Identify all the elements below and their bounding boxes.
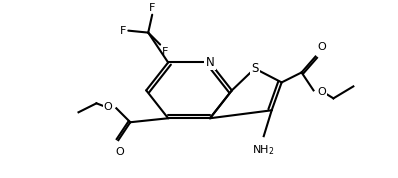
- Text: O: O: [115, 147, 124, 157]
- Text: F: F: [120, 26, 126, 36]
- Text: F: F: [162, 47, 168, 57]
- Text: O: O: [103, 102, 112, 112]
- Text: NH$_2$: NH$_2$: [252, 143, 275, 157]
- Text: F: F: [149, 3, 155, 13]
- Text: N: N: [206, 56, 215, 69]
- Text: S: S: [251, 62, 258, 75]
- Text: O: O: [318, 87, 326, 97]
- Text: O: O: [318, 41, 326, 52]
